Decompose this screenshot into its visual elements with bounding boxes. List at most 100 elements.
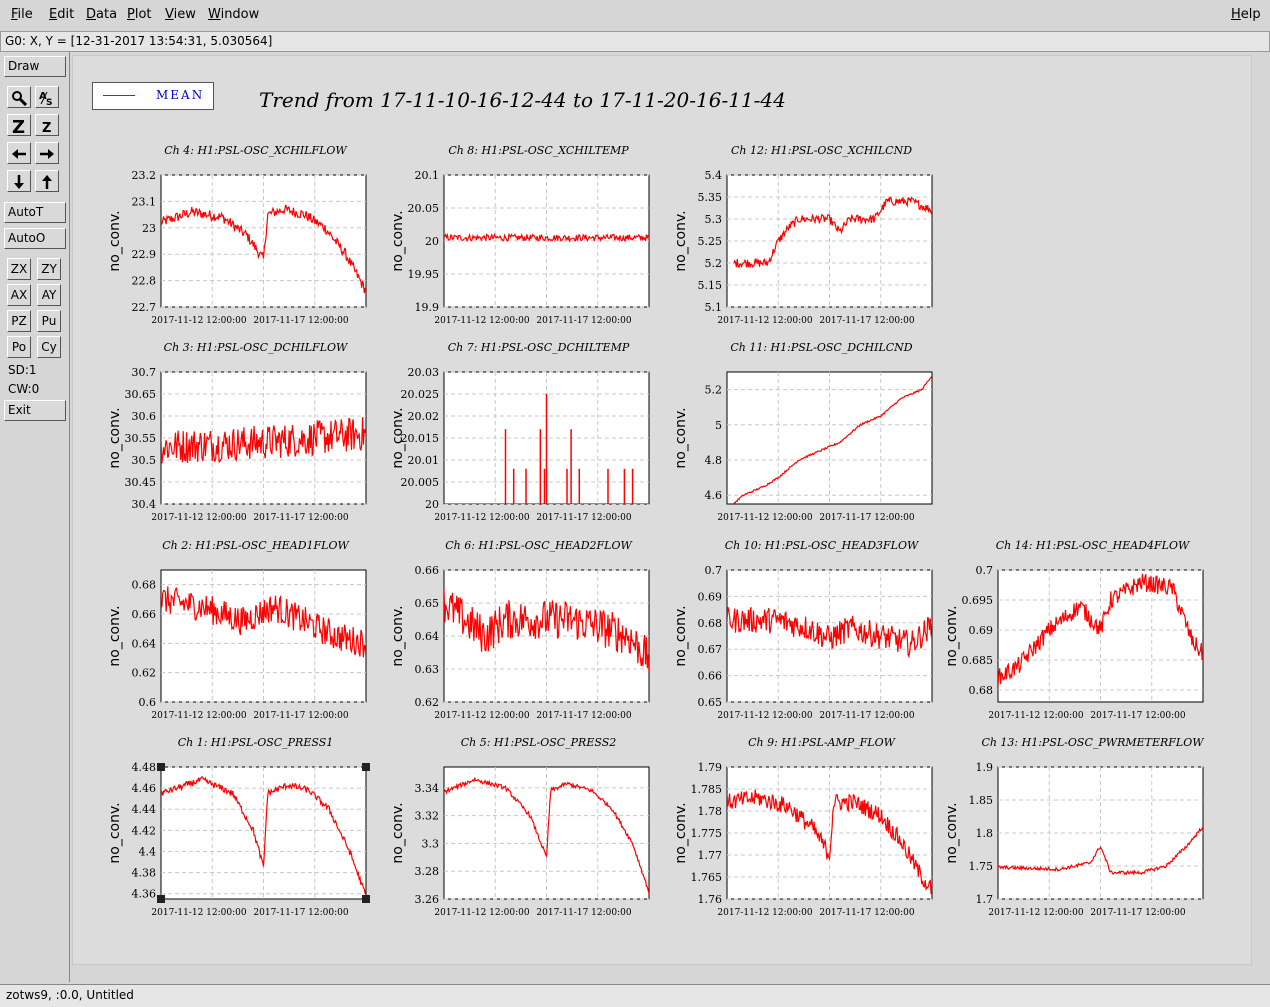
y-tick-label: 1.7 (976, 893, 994, 906)
chart-title: Ch 2: H1:PSL-OSC_HEAD1FLOW (162, 539, 350, 552)
chart-title: Ch 13: H1:PSL-OSC_PWRMETERFLOW (981, 736, 1205, 749)
chart-panel: 3.34 3.32 3.3 3.28 3.26 Ch 5: H1:PSL-OSC_PRES… (390, 736, 650, 918)
po-button[interactable]: Po (7, 336, 31, 358)
y-tick-label: 20 (425, 235, 439, 248)
x-tick-label: 2017-11-12 12:00:00 (717, 316, 812, 326)
y-tick-label: 1.9 (976, 761, 994, 774)
x-tick-label: 2017-11-17 12:00:00 (536, 316, 631, 326)
x-tick-label: 2017-11-17 12:00:00 (536, 513, 631, 523)
zx-button[interactable]: ZX (7, 258, 31, 280)
zoom-big-button[interactable]: Z (7, 114, 31, 136)
y-tick-label: 20 (425, 498, 439, 511)
y-tick-label: 20.025 (401, 388, 440, 401)
x-tick-label: 2017-11-12 12:00:00 (434, 711, 529, 721)
sd-label: SD:1 (8, 363, 37, 377)
selection-handle (362, 895, 370, 903)
y-tick-label: 4.46 (132, 782, 157, 795)
y-tick-label: 1.765 (691, 871, 723, 884)
x-tick-label: 2017-11-12 12:00:00 (434, 908, 529, 918)
y-tick-label: 5.25 (698, 235, 723, 248)
ax-button[interactable]: AX (7, 284, 31, 306)
y-tick-label: 30.7 (132, 366, 157, 379)
y-tick-label: 22.8 (132, 275, 157, 288)
x-tick-label: 2017-11-17 12:00:00 (253, 513, 348, 523)
zoom-small-button[interactable]: Z (35, 114, 59, 136)
cy-button[interactable]: Cy (37, 336, 61, 358)
autoo-button[interactable]: AutoO (4, 228, 66, 249)
menu-window[interactable]: Window (208, 7, 260, 22)
y-tick-label: 1.77 (698, 849, 723, 862)
y-tick-label: 0.66 (132, 608, 157, 621)
pan-up-button[interactable] (35, 170, 59, 192)
data-series-mean (727, 606, 932, 659)
menu-file[interactable]: File (11, 7, 33, 22)
menu-view[interactable]: View (165, 7, 196, 22)
y-tick-label: 5.35 (698, 191, 723, 204)
pan-down-button[interactable] (7, 170, 31, 192)
pan-left-button[interactable] (7, 142, 31, 164)
y-tick-label: 5 (715, 419, 722, 432)
y-tick-label: 1.85 (969, 794, 994, 807)
chart-title: Ch 8: H1:PSL-OSC_XCHILTEMP (448, 144, 629, 157)
coordinate-readout-bar: G0: X, Y = [12-31-2017 13:54:31, 5.03056… (0, 31, 1270, 52)
draw-button[interactable]: Draw (4, 56, 66, 77)
x-tick-label: 2017-11-17 12:00:00 (253, 711, 348, 721)
pz-button[interactable]: PZ (7, 310, 31, 332)
y-tick-label: 0.69 (698, 590, 723, 603)
y-tick-label: 5.15 (698, 279, 723, 292)
y-tick-label: 23 (142, 222, 156, 235)
y-tick-label: 4.48 (132, 761, 157, 774)
y-tick-label: 22.7 (132, 301, 157, 314)
y-tick-label: 20.1 (415, 169, 440, 182)
y-tick-label: 3.34 (415, 782, 440, 795)
y-tick-label: 1.775 (691, 827, 723, 840)
legend: MEAN (92, 82, 214, 110)
x-tick-label: 2017-11-17 12:00:00 (1090, 711, 1185, 721)
y-tick-label: 1.76 (698, 893, 723, 906)
menu-data[interactable]: Data (86, 7, 118, 22)
autot-button[interactable]: AutoT (4, 202, 66, 223)
y-tick-label: 19.9 (415, 301, 440, 314)
x-tick-label: 2017-11-12 12:00:00 (151, 513, 246, 523)
arrow-right-icon (40, 149, 54, 159)
y-tick-label: 0.64 (415, 630, 440, 643)
y-tick-label: 0.6 (139, 696, 157, 709)
y-tick-label: 30.4 (132, 498, 157, 511)
chart-panel: 0.68 0.66 0.64 0.62 0.6 Ch 2: H1:PSL-OSC_HEAD… (107, 539, 367, 721)
y-tick-label: 0.64 (132, 637, 157, 650)
y-tick-label: 1.785 (691, 783, 723, 796)
y-axis-label: no_conv. (390, 210, 406, 271)
legend-label: MEAN (156, 88, 205, 102)
y-axis-label: no_conv. (673, 210, 689, 271)
y-axis-label: no_conv. (944, 605, 960, 666)
menu-edit[interactable]: Edit (49, 7, 75, 22)
selection-handle (157, 895, 165, 903)
y-tick-label: 0.67 (698, 643, 723, 656)
y-tick-label: 0.65 (698, 696, 723, 709)
data-series-mean (161, 204, 366, 294)
y-axis-label: no_conv. (390, 605, 406, 666)
y-tick-label: 0.7 (976, 564, 994, 577)
y-tick-label: 23.1 (132, 195, 157, 208)
menu-plot[interactable]: Plot (127, 7, 152, 22)
chart-title: Ch 5: H1:PSL-OSC_PRESS2 (461, 736, 617, 749)
y-tick-label: 4.38 (132, 867, 157, 880)
zoom-z-small-icon: Z (42, 121, 51, 134)
exit-button[interactable]: Exit (4, 400, 66, 421)
ay-button[interactable]: AY (37, 284, 61, 306)
y-axis-label: no_conv. (673, 802, 689, 863)
pu-button[interactable]: Pu (37, 310, 61, 332)
zy-button[interactable]: ZY (37, 258, 61, 280)
y-tick-label: 0.7 (705, 564, 723, 577)
y-tick-label: 23.2 (132, 169, 157, 182)
data-series-mean (444, 776, 649, 894)
y-tick-label: 3.26 (415, 893, 440, 906)
data-series-mean (727, 789, 932, 895)
data-series-mean (161, 775, 366, 895)
data-series-mean (161, 417, 366, 464)
pan-right-button[interactable] (35, 142, 59, 164)
menu-help[interactable]: Help (1231, 7, 1261, 22)
y-tick-label: 5.3 (705, 213, 723, 226)
zoom-tool-button[interactable] (7, 86, 31, 108)
